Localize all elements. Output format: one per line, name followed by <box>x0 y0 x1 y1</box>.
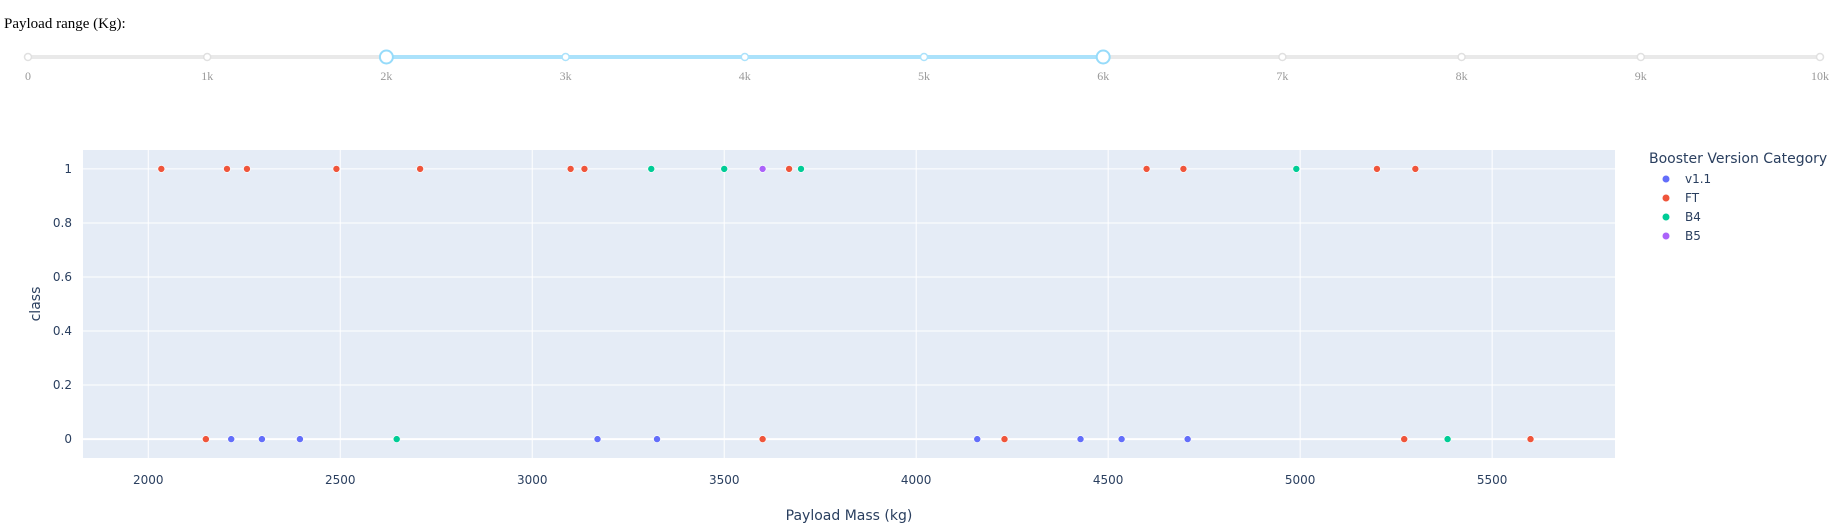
x-tick-label: 3500 <box>709 473 740 487</box>
y-tick-label: 0.8 <box>53 216 72 230</box>
data-point-ft <box>223 165 231 173</box>
slider-label: Payload range (Kg): <box>4 16 126 32</box>
x-tick-label: 5500 <box>1477 473 1508 487</box>
slider-dot <box>1278 52 1287 62</box>
data-point-b4 <box>1443 435 1452 443</box>
slider-dot <box>1815 52 1825 62</box>
data-point-b5 <box>758 165 767 173</box>
x-tick-label: 4500 <box>1093 473 1124 487</box>
data-point-ft <box>1000 435 1009 443</box>
y-tick-label: 0.2 <box>53 378 72 392</box>
slider-tick-label: 4k <box>739 69 751 83</box>
data-point-b4 <box>1292 165 1301 173</box>
slider-dot <box>919 52 929 62</box>
data-point-v1-1 <box>973 435 982 443</box>
data-point-ft <box>243 165 251 173</box>
y-tick-label: 1 <box>64 162 72 176</box>
data-point-ft <box>785 165 793 173</box>
legend-item[interactable]: FT <box>1685 191 1700 205</box>
legend-title: Booster Version Category <box>1649 151 1827 167</box>
legend-item[interactable]: v1.1 <box>1685 172 1711 186</box>
data-point-v1-1 <box>227 435 236 443</box>
slider-tick-label: 3k <box>560 69 572 83</box>
slider-tick-label: 1k <box>201 69 213 83</box>
x-tick-label: 2500 <box>325 473 356 487</box>
slider-dot <box>561 52 570 62</box>
data-point-ft <box>758 435 767 443</box>
data-point-ft <box>416 165 424 173</box>
legend-item[interactable]: B4 <box>1685 210 1701 224</box>
data-point-b4 <box>720 165 729 173</box>
data-point-ft <box>1179 165 1188 173</box>
slider-handle-max[interactable] <box>1095 49 1111 65</box>
slider-handle-min[interactable] <box>378 49 394 65</box>
data-point-b4 <box>647 165 656 173</box>
slider-tick-label: 0 <box>25 69 31 83</box>
slider-tick-label: 9k <box>1635 69 1647 83</box>
data-point-ft <box>566 165 575 173</box>
slider-dot <box>740 52 750 62</box>
y-axis-title: class <box>28 287 44 322</box>
slider-tick-label: 7k <box>1276 69 1288 83</box>
data-point-b4 <box>392 435 401 443</box>
legend-item[interactable]: B5 <box>1685 229 1701 243</box>
slider-dot <box>202 52 212 62</box>
slider-dot <box>1636 52 1646 62</box>
slider-dot <box>23 52 33 62</box>
data-point-v1-1 <box>296 435 304 443</box>
legend-marker[interactable] <box>1662 175 1670 183</box>
data-point-ft <box>202 435 210 443</box>
data-point-b4 <box>797 165 805 173</box>
data-point-ft <box>1142 165 1151 173</box>
slider-tick-label: 5k <box>918 69 930 83</box>
legend-marker[interactable] <box>1662 194 1670 202</box>
slider-tick-label: 10k <box>1811 69 1829 83</box>
x-tick-label: 3000 <box>517 473 548 487</box>
x-tick-label: 2000 <box>133 473 164 487</box>
data-point-ft <box>580 165 589 173</box>
data-point-v1-1 <box>1076 435 1085 443</box>
data-point-ft <box>1526 435 1535 443</box>
data-point-v1-1 <box>593 435 602 443</box>
data-point-ft <box>1400 435 1409 443</box>
y-tick-label: 0 <box>64 432 72 446</box>
x-tick-label: 4000 <box>901 473 932 487</box>
data-point-ft <box>332 165 341 173</box>
x-axis-title: Payload Mass (kg) <box>786 508 913 524</box>
slider-tick-label: 8k <box>1456 69 1468 83</box>
data-point-v1-1 <box>653 435 661 443</box>
data-point-ft <box>1373 165 1381 173</box>
legend-marker[interactable] <box>1662 232 1670 240</box>
y-tick-label: 0.6 <box>53 270 72 284</box>
y-tick-label: 0.4 <box>53 324 72 338</box>
slider-dot <box>1457 52 1466 62</box>
plot-area <box>83 150 1615 458</box>
data-point-ft <box>157 165 166 173</box>
legend-marker[interactable] <box>1662 213 1670 221</box>
data-point-v1-1 <box>258 435 266 443</box>
slider-tick-label: 2k <box>380 69 392 83</box>
data-point-v1-1 <box>1117 435 1126 443</box>
payload-range-slider[interactable]: 0 1k 2k 3k 4k 5k 6k 7k 8k 9k 10k <box>0 0 1848 90</box>
data-point-ft <box>1411 165 1420 173</box>
x-tick-label: 5000 <box>1285 473 1316 487</box>
data-point-v1-1 <box>1183 435 1192 443</box>
slider-tick-label: 6k <box>1097 69 1109 83</box>
